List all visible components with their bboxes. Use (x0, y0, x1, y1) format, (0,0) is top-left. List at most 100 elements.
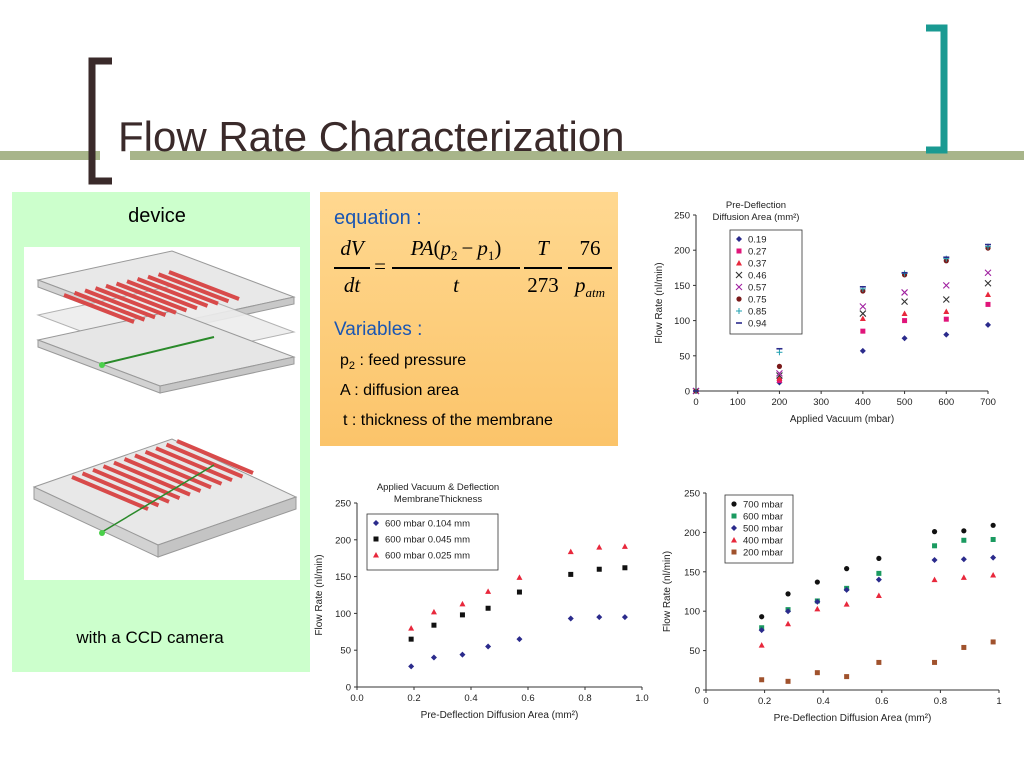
data-point (844, 674, 850, 680)
left-bracket (88, 57, 112, 185)
x-tick-label: 600 (938, 397, 954, 408)
data-point (961, 528, 967, 534)
data-point (776, 349, 783, 356)
data-point (736, 248, 742, 254)
equation-panel (320, 192, 618, 446)
legend-label: 600 mbar 0.045 mm (385, 535, 470, 546)
channel (94, 286, 167, 317)
channel (71, 475, 149, 511)
data-point (758, 627, 765, 634)
eq-minus: − (461, 236, 474, 260)
x-tick-label: 0 (693, 397, 698, 408)
eq-p2: p (440, 236, 452, 260)
marker-stroke (942, 296, 950, 303)
data-point (621, 543, 628, 549)
device-label: device (128, 205, 186, 227)
legend-label: 600 mbar (743, 512, 783, 523)
series-600-mbar-0-045-mm (408, 565, 628, 642)
x-tick-label: 1 (996, 696, 1001, 707)
x-tick-label: 0 (703, 696, 708, 707)
marker-stroke (901, 289, 908, 296)
channel (126, 279, 198, 311)
data-point (990, 554, 997, 561)
data-point (622, 565, 628, 571)
data-point (943, 316, 949, 322)
y-tick-label: 250 (674, 211, 690, 222)
x-tick-label: 0.2 (758, 696, 771, 707)
eq-p1-sub: 1 (487, 248, 495, 264)
eq-f3-denominator: patm (568, 273, 612, 301)
marker-stroke (859, 303, 867, 310)
channel (134, 453, 212, 490)
series-200-mbar (759, 639, 996, 684)
data-point (985, 321, 991, 328)
legend-label: 600 mbar 0.025 mm (385, 551, 470, 562)
eq-f1-numerator: PA(p2− p1) (392, 236, 520, 264)
data-point (943, 308, 950, 314)
data-point (814, 598, 821, 605)
x-tick-label: 0.2 (407, 693, 420, 704)
eq-pa: PA (410, 236, 434, 260)
eq-f2-numerator: T (537, 236, 549, 260)
eq-f1-denominator: t (453, 273, 459, 297)
eq-f2-bar (524, 267, 562, 269)
data-point (736, 296, 742, 302)
channel (113, 460, 191, 497)
marker-stroke (901, 298, 908, 305)
x-tick-label: 0.8 (934, 696, 947, 707)
y-tick-label: 100 (684, 607, 700, 618)
x-tick-label: 700 (980, 397, 996, 408)
data-point (814, 670, 820, 676)
data-point (596, 614, 603, 621)
eq-f3-bar (568, 267, 612, 269)
data-point (459, 612, 465, 618)
data-point (430, 654, 437, 661)
flow-equation: dV dt = PA(p2− p1) t T 273 76 patm (332, 236, 614, 300)
data-point (568, 571, 574, 577)
data-point (516, 574, 523, 580)
data-point (932, 543, 938, 549)
y-axis-label: Flow Rate (nl/min) (662, 551, 673, 632)
eq-rparen: ) (494, 236, 502, 260)
y-tick-label: 50 (679, 351, 690, 362)
channel (144, 449, 223, 486)
channel (168, 270, 240, 301)
header-rule-left (0, 151, 100, 160)
data-point (776, 370, 783, 377)
legend-label: 0.27 (748, 247, 767, 258)
data-point (759, 614, 765, 620)
data-point (814, 605, 821, 612)
marker-stroke (942, 282, 950, 289)
data-point (984, 279, 992, 287)
data-point (431, 622, 437, 628)
channel (92, 467, 170, 504)
eq-lhs-bar (334, 267, 370, 269)
legend-label: 0.75 (748, 295, 767, 306)
data-point (990, 639, 996, 645)
data-point (931, 556, 938, 563)
x-tick-label: 1.0 (635, 693, 648, 704)
x-tick-label: 500 (897, 397, 913, 408)
y-tick-label: 0 (346, 683, 351, 694)
x-tick-label: 400 (855, 397, 871, 408)
eq-equals-sign: = (374, 254, 386, 278)
chart-title: Pre-Deflection (726, 200, 786, 211)
eq-p2-sub: 2 (451, 248, 458, 264)
data-point (990, 536, 996, 542)
y-tick-label: 50 (689, 646, 700, 657)
channel (63, 293, 135, 324)
data-point (776, 375, 783, 381)
data-point (459, 600, 466, 607)
device-illustration (24, 247, 300, 580)
data-point (985, 291, 991, 298)
data-point (859, 310, 867, 317)
data-point (785, 608, 792, 615)
marker-stroke (776, 372, 783, 379)
data-point (876, 570, 882, 576)
exploded-layers (36, 250, 296, 394)
marker-stroke (984, 279, 992, 287)
legend-label: 0.46 (748, 271, 767, 282)
data-point (776, 363, 783, 369)
legend-label: 0.85 (748, 307, 767, 318)
